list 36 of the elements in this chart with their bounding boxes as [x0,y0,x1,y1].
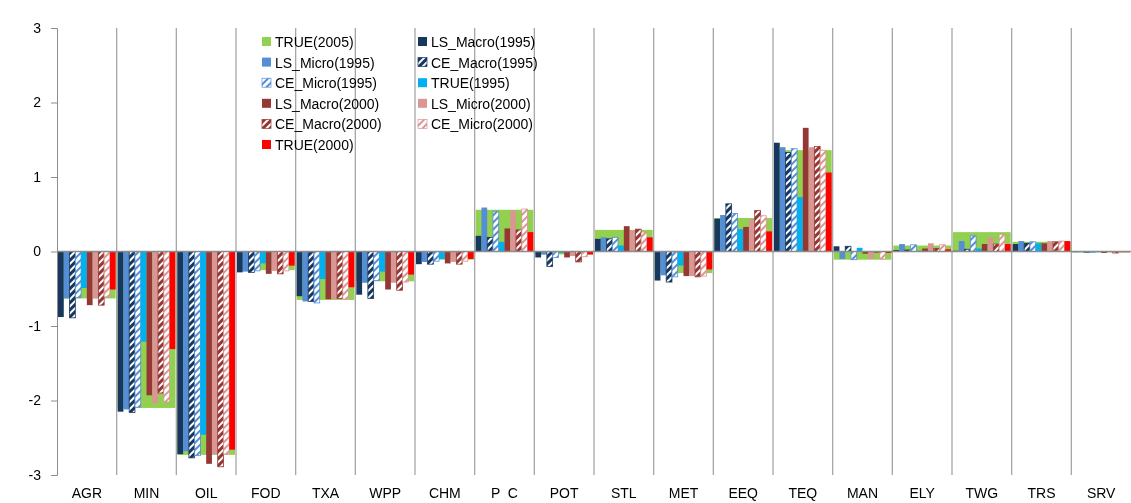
x-tick-label: TWG [965,485,999,501]
y-tick-label: -3 [28,466,42,483]
legend-label: LS_Micro(1995) [275,54,375,71]
x-tick-label: AGR [71,485,103,501]
x-tick-label: MAN [846,485,879,501]
x-tick-label: TXA [311,485,340,501]
y-tick-label: 3 [33,19,42,36]
x-tick-label: FOD [251,485,281,501]
y-tick-label: 0 [33,243,42,260]
legend-label: LS_Micro(2000) [431,95,531,112]
x-tick-label: TEQ [788,485,818,501]
x-tick-label: MET [668,485,699,501]
y-tick-label: 2 [33,94,42,111]
x-tick-label: TRS [1027,485,1056,501]
legend-label: TRUE(2000) [275,137,354,153]
x-tick-label: P C [491,485,518,501]
y-tick-label: -1 [28,317,42,334]
legend-label: CE_Macro(2000) [275,116,382,133]
y-tick-label: 1 [33,168,42,185]
x-tick-label: WPP [369,485,402,501]
legend-label: TRUE(2005) [275,34,354,50]
legend-label: CE_Micro(1995) [275,75,377,92]
x-tick-label: MIN [133,485,160,501]
legend-label: LS_Macro(2000) [275,95,380,112]
legend-label: TRUE(1995) [431,75,510,92]
legend-label: CE_Macro(1995) [431,54,538,71]
x-tick-label: SRV [1086,485,1117,501]
x-tick-label: CHM [428,485,461,501]
x-tick-label: OIL [194,485,218,501]
x-tick-label: EEQ [728,485,759,501]
legend-label: LS_Macro(1995) [431,34,536,50]
y-tick-label: -2 [28,392,42,409]
x-tick-label: STL [610,485,637,501]
legend-label: CE_Micro(2000) [431,116,533,133]
x-tick-label: POT [549,485,579,501]
x-tick-label: ELY [909,485,936,501]
